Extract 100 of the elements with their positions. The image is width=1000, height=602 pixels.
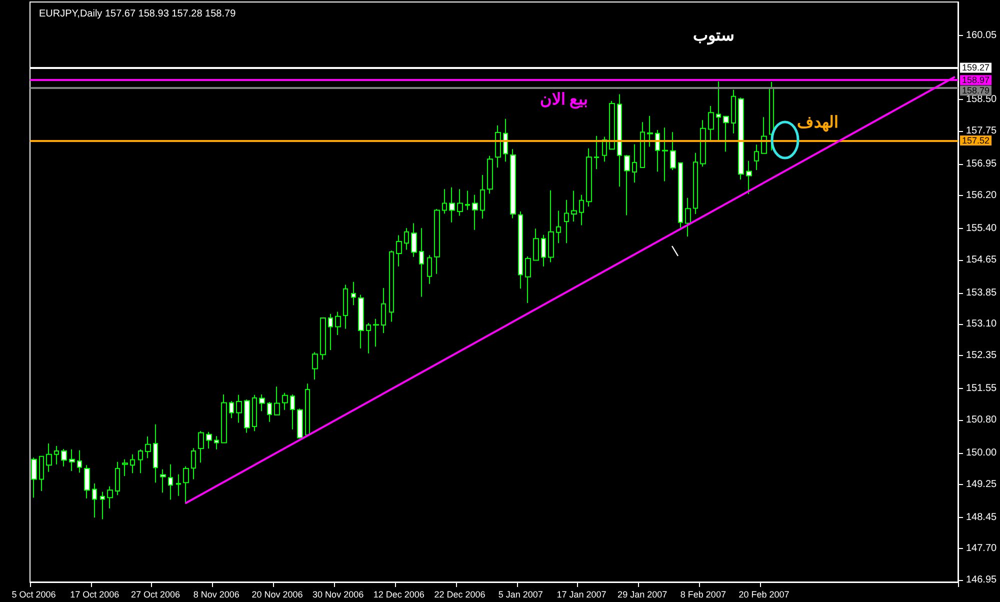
candlestick [548,190,554,263]
candlestick [731,89,736,134]
ref-line-label: 157.52 [962,135,990,146]
candlestick [404,228,409,250]
candlestick [274,386,280,416]
candlestick [92,482,97,518]
x-tick-label: 8 Feb 2007 [680,590,726,600]
candlestick [214,436,219,450]
candlestick [39,456,44,492]
candlestick [670,132,676,170]
candlestick [769,81,774,151]
x-tick-label: 12 Dec 2006 [373,590,424,600]
candlestick [617,94,622,188]
x-tick-label: 30 Nov 2006 [312,590,364,600]
y-tick-label: 156.20 [966,190,998,201]
candlestick [77,450,82,474]
annotation: ستوب [693,28,734,46]
candlestick [746,160,752,195]
candlestick [351,281,356,306]
candlestick [198,430,204,464]
candlestick [678,162,683,228]
candlestick [320,317,326,360]
ref-line-label: 158.79 [962,86,990,96]
candlestick [396,234,402,267]
y-tick-label: 156.95 [966,158,998,170]
candlestick [236,394,242,424]
candlestick [510,148,516,219]
candlestick [183,466,189,504]
candlestick [145,436,151,459]
candlestick [100,491,105,520]
y-tick-label: 146.95 [966,574,998,586]
candlestick [465,190,470,210]
candlestick [153,424,158,484]
candlestick [69,448,75,472]
candlestick [191,448,196,480]
candlestick [54,446,59,465]
candlestick [373,318,379,348]
candlestick [472,194,478,230]
candlestick [411,222,417,258]
candlestick [579,194,584,226]
x-tick-label: 22 Dec 2006 [434,590,486,600]
x-tick-label: 5 Oct 2006 [12,590,56,600]
candlestick [594,135,599,170]
candlestick [754,144,759,170]
candlestick [495,124,501,168]
candlestick [168,464,173,500]
y-tick-label: 148.45 [966,512,998,524]
candlestick [84,464,90,499]
candlestick [381,288,386,334]
text: EURJPY,Daily 157.67 158.93 157.28 158.79 [39,8,236,20]
candlestick [685,197,691,237]
candlestick [358,294,364,349]
y-tick-label: 149.25 [966,478,998,490]
candlestick [305,383,310,436]
candlestick [366,322,371,354]
candlestick [761,116,767,154]
x-tick-label: 27 Oct 2006 [130,590,180,600]
y-tick-label: 147.70 [966,543,998,554]
candlestick [389,250,394,322]
candlestick [259,394,265,412]
candlestick [176,474,181,496]
candlestick [107,486,113,509]
candlestick [503,118,508,162]
annotation: بيع الان [540,92,588,110]
candlestick [335,311,341,336]
candlestick [609,100,615,150]
candlestick [206,431,212,450]
y-tick-label: 157.75 [966,125,998,136]
y-tick-label: 154.65 [966,254,998,266]
candlestick [716,80,721,141]
candlestick [738,97,744,180]
candlestick [252,394,257,432]
x-tick-label: 17 Jan 2007 [556,590,606,600]
candlestick [115,461,120,496]
y-tick-label: 150.80 [966,414,998,426]
x-tick-label: 8 Nov 2006 [193,590,240,600]
candlestick [693,152,698,215]
candlestick [328,313,333,350]
candlestick [708,105,714,141]
candlestick [525,256,531,304]
candlestick [571,190,577,222]
ref-line-label: 158.97 [962,75,990,86]
candlestick [655,130,660,172]
candlestick [723,116,729,152]
candlestick [297,408,303,440]
candlestick [229,400,234,419]
candlestick [586,148,592,208]
candlestick [160,468,166,494]
candlestick [221,394,227,444]
candlestick [564,199,569,244]
y-tick-label: 150.00 [966,448,998,459]
candlestick [290,394,295,430]
candlestick [122,458,128,476]
y-tick-label: 160.05 [966,30,998,41]
y-tick-label: 153.85 [966,288,998,299]
candlestick [312,352,318,380]
x-tick-label: 5 Jan 2007 [498,590,543,600]
candlestick [46,443,52,472]
candlestick [700,120,706,168]
y-tick-label: 151.55 [966,383,998,394]
